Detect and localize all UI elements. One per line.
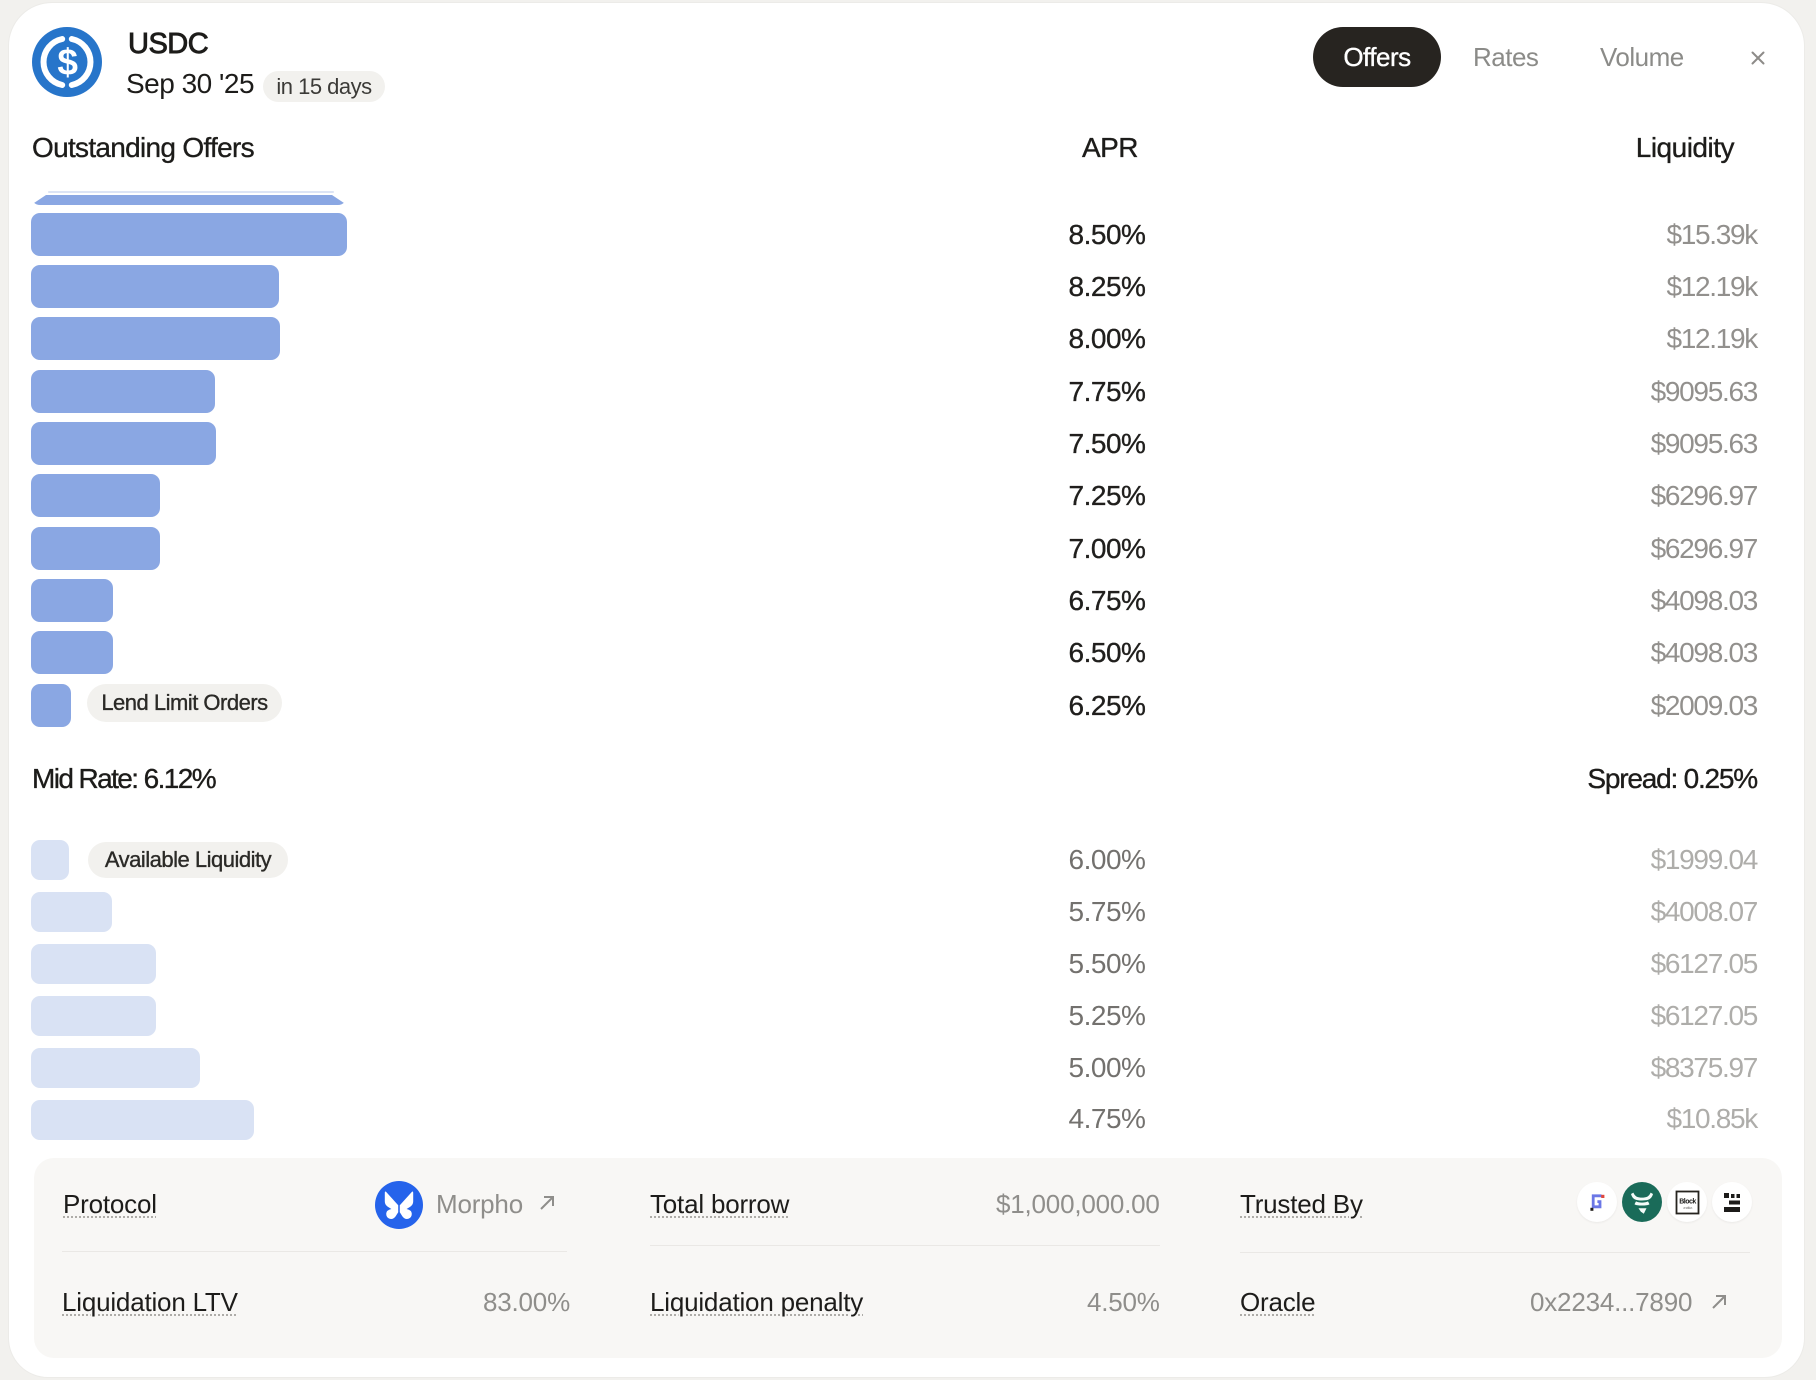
svg-text:Block: Block — [1679, 1199, 1696, 1206]
svg-text:$: $ — [57, 42, 78, 83]
svg-text:analitica: analitica — [1683, 1206, 1692, 1210]
